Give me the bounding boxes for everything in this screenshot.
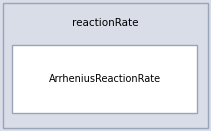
FancyBboxPatch shape [12, 45, 197, 113]
Text: reactionRate: reactionRate [72, 18, 138, 28]
FancyBboxPatch shape [3, 3, 208, 128]
Text: ArrheniusReactionRate: ArrheniusReactionRate [49, 74, 161, 84]
